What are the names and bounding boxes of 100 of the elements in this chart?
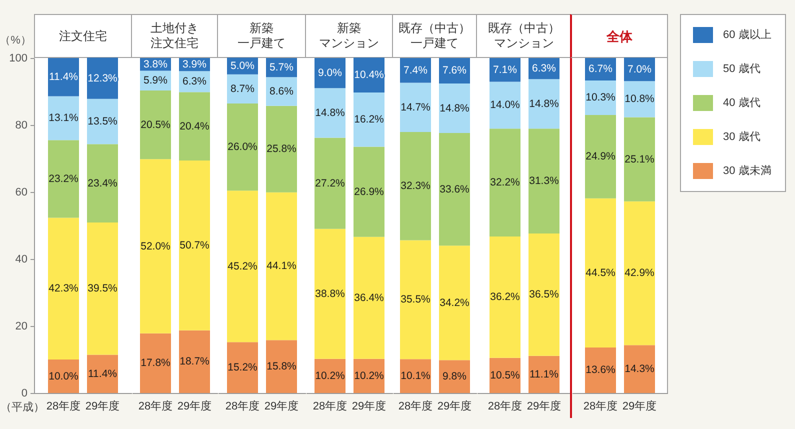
data-label: 42.9% xyxy=(624,267,654,280)
bar xyxy=(266,192,297,340)
data-label: 7.6% xyxy=(442,64,466,77)
data-label: 18.7% xyxy=(180,356,210,368)
data-label: 14.3% xyxy=(624,363,654,376)
data-label: 17.8% xyxy=(140,357,170,370)
data-label: 13.1% xyxy=(48,112,78,124)
data-label: 16.2% xyxy=(354,114,384,126)
data-label: 36.4% xyxy=(354,292,384,304)
data-label: 44.5% xyxy=(586,266,616,279)
data-label: 11.1% xyxy=(530,368,558,380)
data-label: 11.4% xyxy=(88,368,117,380)
bar xyxy=(528,234,560,356)
data-label: 10.2% xyxy=(354,370,384,382)
data-label: 6.3% xyxy=(182,76,206,88)
legend-label: 50 歳代 xyxy=(723,62,760,77)
bar xyxy=(314,358,346,393)
bar xyxy=(179,160,210,330)
data-label: 27.2% xyxy=(315,177,345,190)
bar xyxy=(354,92,384,147)
y-tick-label: 40 xyxy=(15,254,28,266)
bar xyxy=(48,96,79,140)
bar xyxy=(87,144,118,222)
data-label: 8.7% xyxy=(230,82,254,95)
bar xyxy=(354,146,384,237)
x-tick-label: 29年度 xyxy=(264,400,299,412)
data-label: 23.4% xyxy=(88,177,118,190)
data-label: 42.3% xyxy=(48,282,78,295)
data-label: 6.7% xyxy=(588,63,612,76)
bar xyxy=(354,358,384,393)
data-label: 8.6% xyxy=(270,86,294,98)
y-tick-label: 60 xyxy=(15,186,28,198)
chart-title: 既存（中古）マンション xyxy=(488,21,560,51)
bar xyxy=(439,133,470,246)
data-label: 13.5% xyxy=(88,115,118,128)
data-label: 7.0% xyxy=(628,63,652,76)
data-label: 7.1% xyxy=(493,64,517,76)
data-label: 14.8% xyxy=(440,102,470,114)
bar xyxy=(528,128,560,234)
bar xyxy=(490,128,520,237)
bar xyxy=(48,140,79,218)
bar xyxy=(624,81,655,118)
data-label: 32.3% xyxy=(400,180,430,192)
bar xyxy=(140,159,171,334)
bar xyxy=(439,360,470,393)
bar xyxy=(490,236,520,358)
data-label: 26.9% xyxy=(354,186,384,198)
data-label: 5.7% xyxy=(270,62,294,74)
bar xyxy=(87,98,118,144)
bar xyxy=(266,340,297,393)
data-label: 32.2% xyxy=(490,176,520,189)
data-label: 38.8% xyxy=(315,288,345,300)
bar xyxy=(140,333,171,393)
x-tick-label: 29年度 xyxy=(526,400,562,412)
data-label: 11.4% xyxy=(49,71,78,84)
bar xyxy=(585,80,616,115)
data-label: 3.9% xyxy=(182,58,206,71)
data-label: 10.0% xyxy=(48,370,78,382)
bar xyxy=(490,82,520,129)
data-label: 14.8% xyxy=(315,106,345,119)
bar xyxy=(179,330,210,393)
chart-title: 既存（中古）一戸建て xyxy=(398,21,470,51)
bar xyxy=(314,228,346,359)
data-label: 5.9% xyxy=(144,74,168,87)
x-tick-label: 28年度 xyxy=(138,400,173,412)
data-label: 25.1% xyxy=(624,153,654,166)
x-tick-label: 29年度 xyxy=(352,400,386,412)
bar xyxy=(528,356,560,393)
bar xyxy=(227,342,258,393)
bar xyxy=(624,201,655,346)
x-tick-label: 28年度 xyxy=(488,400,522,412)
x-tick-label: 28年度 xyxy=(46,400,81,412)
bar xyxy=(87,222,118,355)
data-label: 15.8% xyxy=(266,360,296,373)
data-label: 14.0% xyxy=(490,99,520,112)
data-label: 36.2% xyxy=(490,291,520,304)
x-tick-label: 29年度 xyxy=(437,400,472,412)
data-label: 20.4% xyxy=(180,120,210,132)
data-label: 35.5% xyxy=(400,294,430,306)
data-label: 45.2% xyxy=(228,260,258,272)
data-label: 7.4% xyxy=(404,64,428,76)
bar xyxy=(439,246,470,360)
bar xyxy=(140,90,171,160)
data-label: 31.3% xyxy=(529,175,559,188)
data-label: 44.1% xyxy=(266,260,296,272)
data-label: 15.2% xyxy=(228,362,258,374)
bar xyxy=(624,345,655,393)
x-tick-label: 28年度 xyxy=(225,400,260,412)
data-label: 14.8% xyxy=(529,98,559,110)
legend-label: 40 歳代 xyxy=(723,96,760,111)
data-label: 50.7% xyxy=(180,239,210,252)
y-axis-title: （%） xyxy=(0,34,32,46)
chart-title: 全体 xyxy=(606,28,632,44)
bar xyxy=(227,104,258,191)
data-label: 24.9% xyxy=(586,150,616,163)
bar xyxy=(528,79,560,129)
bar xyxy=(227,74,258,104)
data-label: 9.0% xyxy=(318,67,342,80)
legend-label: 30 歳未満 xyxy=(723,164,772,179)
x-axis-title: （平成） xyxy=(0,400,44,414)
